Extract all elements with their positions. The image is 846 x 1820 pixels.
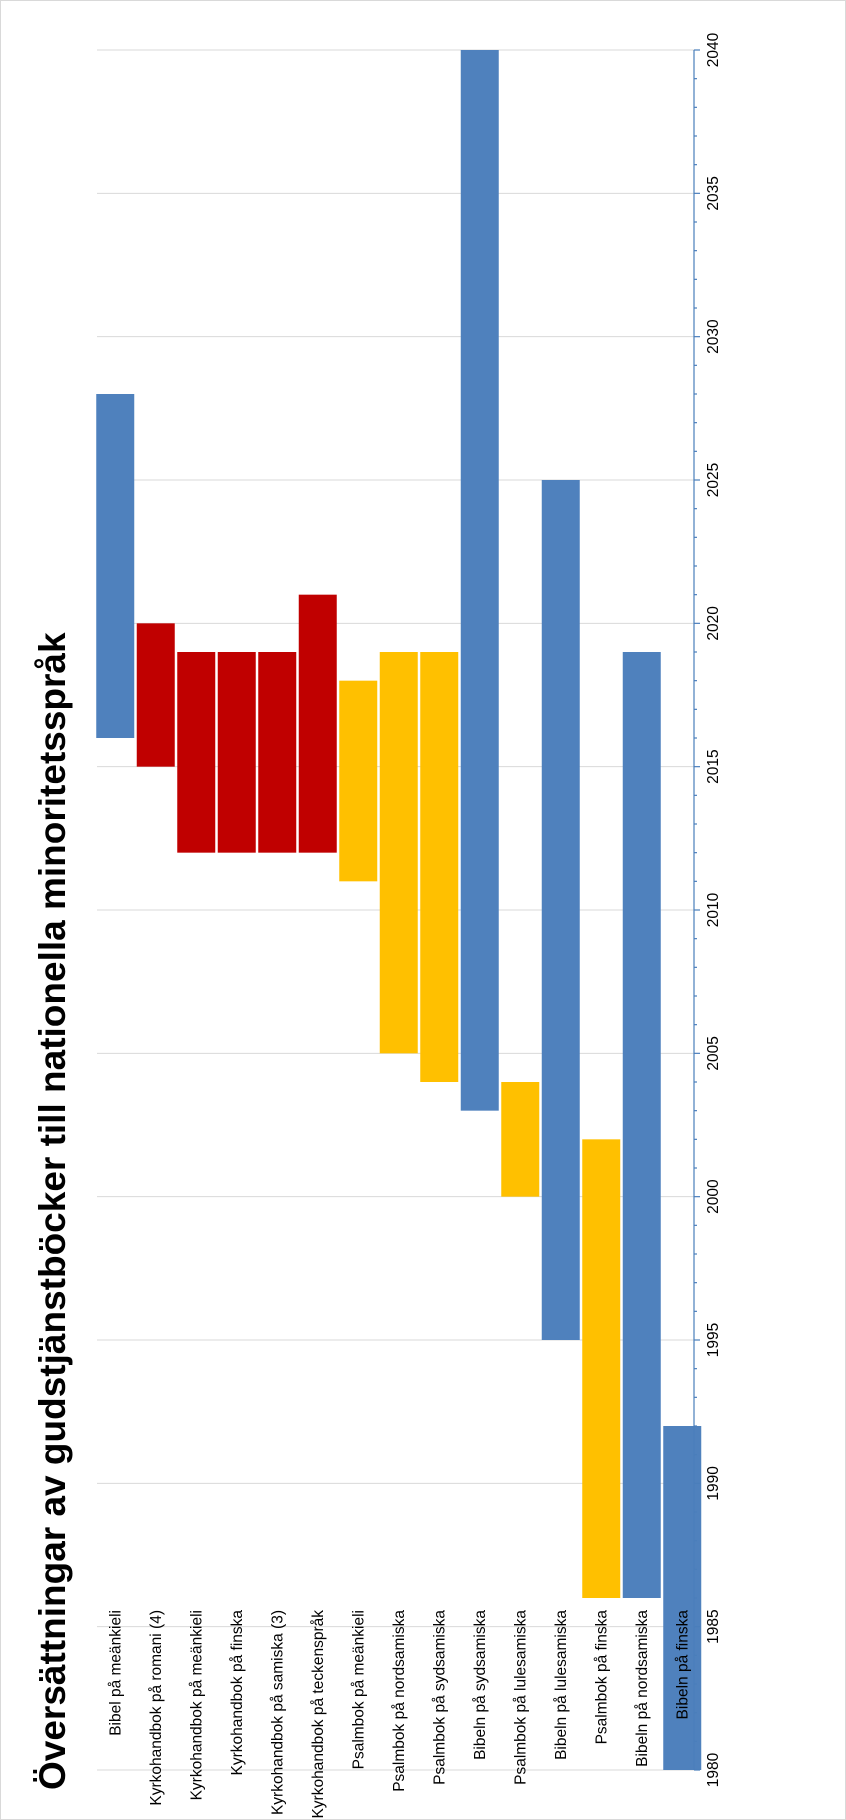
category-label-bibeln-pa-sydsamiska: Bibeln på sydsamiska bbox=[472, 1610, 489, 1760]
tick-label-2020: 2020 bbox=[705, 606, 722, 641]
category-layer: Bibel på meänkieli Kyrkohandbok på romani… bbox=[107, 1610, 691, 1819]
category-label-bibeln-pa-lulesamiska: Bibeln på lulesamiska bbox=[553, 1610, 570, 1760]
bar-bibeln-pa-nordsamiska bbox=[622, 652, 661, 1598]
category-label-psalmbok-pa-meankieli: Psalmbok på meänkieli bbox=[350, 1610, 367, 1769]
bar-kyrkohandbok-pa-samiska-3 bbox=[258, 652, 297, 853]
tick-label-2005: 2005 bbox=[705, 1036, 722, 1070]
category-label-kyrkohandbok-pa-finska: Kyrkohandbok på finska bbox=[229, 1610, 246, 1776]
tick-label-1980: 1980 bbox=[705, 1752, 722, 1787]
tick-label-2015: 2015 bbox=[705, 749, 722, 783]
bar-kyrkohandbok-pa-finska bbox=[217, 652, 256, 853]
tick-label-2000: 2000 bbox=[705, 1179, 722, 1214]
category-label-psalmbok-pa-finska: Psalmbok på finska bbox=[593, 1610, 610, 1745]
tick-label-1990: 1990 bbox=[705, 1466, 722, 1501]
bar-kyrkohandbok-pa-romani-4 bbox=[136, 623, 175, 767]
category-label-kyrkohandbok-pa-meankieli: Kyrkohandbok på meänkieli bbox=[188, 1610, 205, 1800]
tick-label-2010: 2010 bbox=[705, 892, 722, 927]
tick-label-1995: 1995 bbox=[705, 1323, 722, 1357]
bar-bibel-pa-meankieli bbox=[96, 394, 135, 738]
grid-layer bbox=[97, 49, 694, 1771]
bar-psalmbok-pa-finska bbox=[582, 1139, 621, 1598]
category-label-kyrkohandbok-pa-romani-4: Kyrkohandbok på romani (4) bbox=[148, 1610, 165, 1806]
tick-label-2040: 2040 bbox=[705, 32, 722, 67]
category-label-bibeln-pa-finska: Bibeln på finska bbox=[674, 1610, 691, 1720]
bar-bibeln-pa-sydsamiska bbox=[460, 50, 499, 1111]
tick-layer: 1980 1985 1990 1995 2000 2005 2010 2015 2020 2025… bbox=[694, 32, 722, 1787]
bar-layer bbox=[96, 50, 702, 1770]
bar-kyrkohandbok-pa-meankieli bbox=[177, 652, 216, 853]
bar-psalmbok-pa-sydsamiska bbox=[420, 652, 459, 1082]
tick-label-2030: 2030 bbox=[705, 319, 722, 354]
bar-psalmbok-pa-meankieli bbox=[339, 680, 378, 882]
category-label-kyrkohandbok-pa-teckensprak: Kyrkohandbok på teckenspråk bbox=[310, 1610, 327, 1819]
chart-title: Översättningar av gudstjänstböcker till … bbox=[32, 632, 73, 1790]
tick-label-2025: 2025 bbox=[705, 463, 722, 497]
bar-psalmbok-pa-nordsamiska bbox=[379, 652, 418, 1054]
category-label-psalmbok-pa-nordsamiska: Psalmbok på nordsamiska bbox=[391, 1610, 408, 1792]
bar-kyrkohandbok-pa-teckensprak bbox=[298, 594, 337, 853]
category-label-bibel-pa-meankieli: Bibel på meänkieli bbox=[107, 1610, 124, 1736]
category-label-psalmbok-pa-lulesamiska: Psalmbok på lulesamiska bbox=[512, 1610, 529, 1785]
category-label-bibeln-pa-nordsamiska: Bibeln på nordsamiska bbox=[634, 1610, 651, 1767]
tick-label-2035: 2035 bbox=[705, 176, 722, 210]
bar-psalmbok-pa-lulesamiska bbox=[501, 1082, 540, 1197]
category-label-psalmbok-pa-sydsamiska: Psalmbok på sydsamiska bbox=[431, 1610, 448, 1785]
tick-label-1985: 1985 bbox=[705, 1609, 722, 1643]
category-label-kyrkohandbok-pa-samiska-3: Kyrkohandbok på samiska (3) bbox=[269, 1610, 286, 1815]
bar-bibeln-pa-lulesamiska bbox=[541, 480, 580, 1340]
